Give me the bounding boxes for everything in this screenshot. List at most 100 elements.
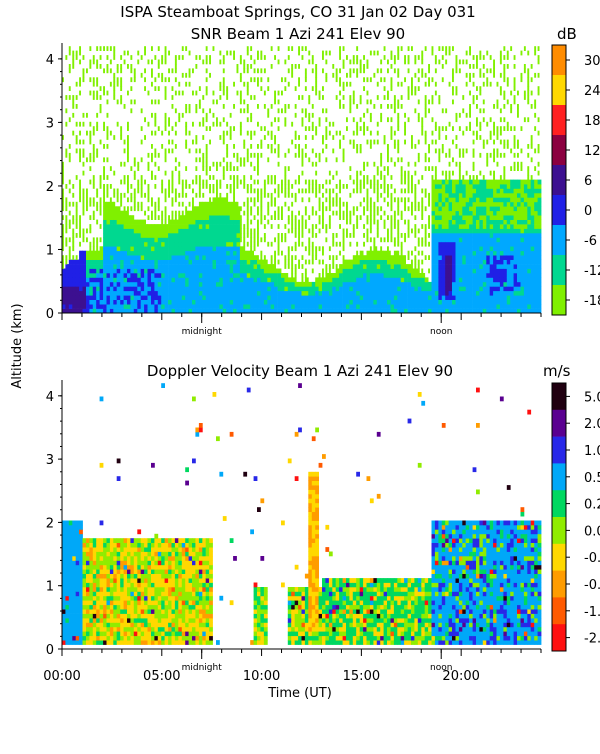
snr-cell [83, 269, 87, 274]
snr-cell [349, 273, 353, 278]
snr-cell [514, 140, 516, 145]
snr-cell [531, 233, 535, 238]
snr-cell [137, 220, 141, 225]
snr-cell [93, 251, 97, 256]
snr-cell [343, 60, 345, 65]
snr-cell [267, 144, 269, 149]
snr-cell [527, 291, 531, 296]
snr-cell [233, 189, 235, 194]
snr-cell [322, 86, 324, 91]
snr-cell [534, 237, 538, 242]
snr-cell [254, 264, 258, 269]
snr-cell [438, 255, 442, 260]
snr-cell [69, 282, 73, 287]
snr-cell [418, 157, 420, 162]
snr-cell [127, 197, 129, 202]
snr-cell [336, 286, 340, 291]
snr-cell [312, 162, 314, 167]
snr-cell [172, 237, 176, 242]
snr-cell [192, 206, 196, 211]
snr-cell [517, 237, 521, 242]
snr-cell [237, 206, 241, 211]
snr-cell [93, 255, 97, 260]
snr-cell [490, 197, 494, 202]
snr-cell [182, 55, 184, 60]
snr-cell [199, 304, 203, 309]
snr-cell [404, 282, 408, 287]
velocity-cell [65, 534, 69, 539]
snr-cell [96, 60, 98, 65]
snr-cell [247, 157, 249, 162]
snr-cell [322, 135, 324, 140]
snr-cell [141, 246, 145, 251]
snr-cell [449, 149, 451, 154]
snr-cell [295, 197, 297, 202]
snr-cell [527, 144, 529, 149]
snr-cell [175, 246, 179, 251]
snr-cell [254, 131, 256, 136]
snr-cell [308, 100, 310, 105]
snr-cell [124, 237, 128, 242]
snr-cell [83, 171, 85, 176]
snr-cell [432, 295, 436, 300]
snr-cell [510, 282, 514, 287]
snr-cell [346, 117, 348, 122]
snr-cell [490, 189, 494, 194]
snr-cell [360, 189, 362, 194]
snr-cell [486, 251, 490, 256]
snr-cell [79, 215, 81, 220]
snr-cell [206, 224, 210, 229]
snr-cell [172, 184, 174, 189]
snr-cell [185, 286, 189, 291]
snr-cell [226, 202, 230, 207]
snr-cell [110, 277, 114, 282]
snr-cell [295, 255, 297, 260]
snr-cell [524, 242, 528, 247]
snr-cell [497, 193, 501, 198]
snr-cell [445, 180, 449, 185]
snr-cell [264, 264, 268, 269]
snr-cell [247, 229, 249, 234]
snr-cell [233, 55, 235, 60]
snr-cell [435, 246, 439, 251]
snr-cell [329, 189, 331, 194]
snr-cell [144, 77, 146, 82]
snr-cell [438, 180, 442, 185]
snr-cell [124, 193, 126, 198]
snr-cell [521, 180, 525, 185]
snr-cell [172, 180, 174, 185]
snr-cell [349, 95, 351, 100]
snr-cell [213, 300, 217, 305]
snr-cell [288, 104, 290, 109]
snr-cell [449, 193, 453, 198]
snr-cell [240, 126, 242, 131]
snr-cell [418, 229, 420, 234]
snr-cell [154, 282, 158, 287]
snr-cell [103, 86, 105, 91]
snr-cell [510, 197, 514, 202]
snr-cell [130, 246, 134, 251]
snr-cell [432, 215, 436, 220]
snr-cell [507, 64, 509, 69]
snr-cell [65, 282, 69, 287]
snr-cell [69, 251, 71, 256]
snr-cell [476, 286, 480, 291]
snr-cell [384, 189, 386, 194]
snr-cell [247, 220, 249, 225]
snr-cell [113, 206, 117, 211]
snr-cell [195, 108, 197, 113]
snr-cell [469, 269, 473, 274]
snr-cell [425, 277, 429, 282]
snr-cell [165, 122, 167, 127]
snr-cell [86, 273, 90, 278]
snr-cell [86, 264, 90, 269]
snr-cell [490, 251, 494, 256]
snr-cell [521, 237, 525, 242]
snr-cell [503, 153, 505, 158]
snr-cell [247, 117, 249, 122]
snr-cell [199, 189, 201, 194]
snr-cell [148, 260, 152, 265]
snr-cell [527, 260, 531, 265]
snr-cell [96, 304, 100, 309]
